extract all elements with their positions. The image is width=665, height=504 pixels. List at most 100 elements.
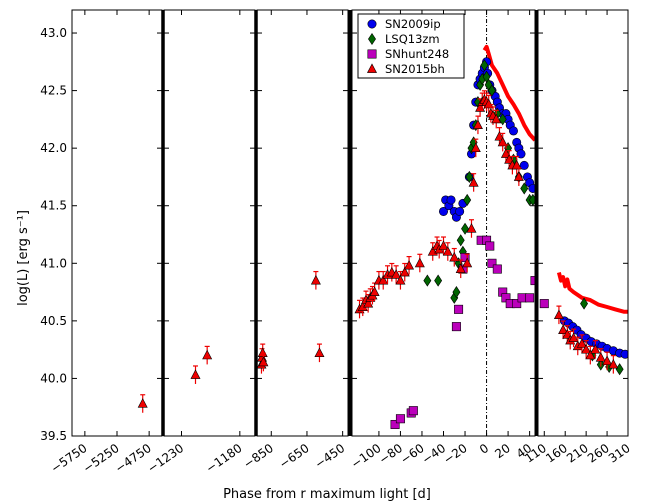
point-sn2015bh [504, 154, 515, 164]
point-sn2015bh [449, 251, 460, 262]
point-sn2015bh [399, 266, 410, 277]
plot-area [137, 394, 148, 413]
point-snhunt248 [451, 322, 461, 332]
plot-area [354, 44, 535, 429]
point-lsq13zm [434, 274, 443, 287]
point-sn2015bh [581, 344, 592, 354]
legend-marker [367, 19, 377, 29]
point-sn2015bh [602, 355, 613, 366]
panel-frame [163, 9, 256, 437]
legend-label: SN2009ip [385, 17, 441, 31]
y-tick-label: 41.0 [40, 256, 67, 270]
point-sn2015bh [595, 352, 606, 362]
point-snhunt248 [517, 293, 527, 303]
legend-label: SN2015bh [385, 62, 445, 76]
x-tick-label: −20 [441, 441, 470, 467]
point-sn2015bh [494, 131, 505, 141]
point-sn2009ip [519, 160, 529, 170]
point-lsq13zm [461, 222, 469, 235]
x-tick-label: −5250 [80, 441, 121, 476]
point-sn2015bh [500, 148, 511, 158]
point-snhunt248 [395, 414, 405, 424]
point-sn2015bh [137, 398, 148, 408]
y-tick-label: 41.5 [40, 199, 67, 213]
x-tick-label: 310 [606, 441, 633, 466]
point-snhunt248 [487, 258, 497, 268]
point-lsq13zm [528, 193, 535, 207]
point-snhunt248 [539, 299, 549, 309]
model-line [556, 271, 628, 314]
point-lsq13zm [456, 234, 465, 247]
point-snhunt248 [408, 406, 418, 416]
panel-frame [537, 9, 629, 437]
point-sn2015bh [404, 259, 415, 270]
point-sn2015bh [310, 274, 321, 285]
legend-label: LSQ13zm [385, 32, 440, 46]
point-snhunt248 [390, 419, 400, 429]
point-sn2015bh [553, 309, 564, 320]
point-snhunt248 [485, 241, 495, 251]
point-snhunt248 [460, 253, 470, 263]
panel-frame [71, 9, 163, 437]
panels-layer: 39.5 40.0 40.5 41.0 41.5 42.0 42.5 43.0 −5750−52… [40, 9, 633, 476]
point-sn2015bh [558, 324, 569, 334]
x-tick-label: 0 [477, 441, 491, 457]
point-sn2015bh [472, 119, 483, 130]
point-sn2009ip [446, 195, 456, 205]
plot-area [190, 345, 213, 384]
y-tick-label: 40.0 [40, 371, 67, 385]
point-sn2015bh [442, 246, 453, 256]
point-sn2015bh [491, 113, 502, 124]
point-lsq13zm [580, 297, 589, 310]
x-tick-label: −450 [312, 441, 347, 471]
point-snhunt248 [525, 293, 535, 303]
point-sn2015bh [190, 369, 201, 379]
point-lsq13zm [465, 170, 474, 183]
panel-1: 39.5 40.0 40.5 41.0 41.5 42.0 42.5 43.0 −5750−52… [40, 9, 163, 476]
panel-4: −100−80−60−40−20 0 20 40 [349, 9, 536, 471]
legend-label: SNhunt248 [385, 47, 449, 61]
point-sn2015bh [395, 274, 406, 285]
point-sn2015bh [462, 257, 473, 268]
point-lsq13zm [520, 182, 529, 195]
point-sn2009ip [620, 349, 628, 359]
point-sn2015bh [513, 171, 524, 181]
point-sn2009ip [438, 206, 448, 216]
x-tick-label: −1180 [203, 441, 244, 476]
point-sn2015bh [608, 358, 619, 369]
point-sn2015bh [590, 344, 601, 354]
point-lsq13zm [463, 193, 472, 207]
point-sn2015bh [470, 142, 481, 153]
y-tick-label: 42.5 [40, 84, 67, 98]
point-sn2015bh [391, 269, 402, 279]
point-sn2009ip [508, 126, 518, 136]
legend-marker [367, 49, 377, 59]
x-tick-label: −1230 [145, 441, 186, 476]
point-snhunt248 [454, 304, 464, 314]
x-tick-label: −850 [241, 441, 276, 471]
model-line [482, 44, 535, 142]
point-lsq13zm [452, 286, 461, 299]
x-tick-label: −5750 [48, 441, 89, 476]
point-snhunt248 [512, 299, 522, 309]
point-sn2015bh [497, 136, 508, 147]
point-lsq13zm [498, 113, 507, 126]
point-sn2015bh [257, 347, 268, 358]
point-lsq13zm [480, 59, 489, 72]
y-axis-label: log(L) [erg s⁻¹] [16, 210, 31, 306]
y-tick-label: 39.5 [40, 429, 67, 443]
point-sn2015bh [585, 349, 596, 360]
point-sn2015bh [455, 263, 466, 273]
panel-frame [256, 9, 349, 437]
point-sn2015bh [369, 286, 380, 296]
legend-marker [368, 32, 376, 46]
plot-area [257, 270, 325, 374]
point-sn2015bh [314, 347, 325, 358]
point-sn2015bh [258, 356, 269, 367]
point-sn2015bh [202, 349, 213, 360]
point-sn2009ip [528, 183, 535, 193]
y-tick-label: 43.0 [40, 26, 67, 40]
